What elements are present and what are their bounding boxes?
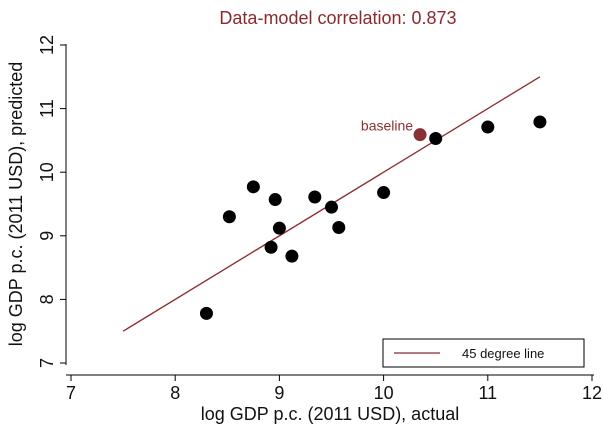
data-point bbox=[481, 120, 495, 134]
x-tick-label: 12 bbox=[582, 383, 602, 403]
data-point bbox=[268, 193, 282, 207]
data-point bbox=[222, 210, 236, 224]
legend-label-45-degree-line: 45 degree line bbox=[462, 346, 544, 361]
y-axis-title: log GDP p.c. (2011 USD), predicted bbox=[6, 62, 26, 346]
x-tick-label: 9 bbox=[274, 383, 284, 403]
chart-title: Data-model correlation: 0.873 bbox=[219, 8, 456, 28]
data-point bbox=[308, 190, 322, 204]
data-point bbox=[377, 186, 391, 200]
baseline-point bbox=[413, 128, 427, 142]
data-point bbox=[429, 131, 443, 145]
data-points bbox=[199, 115, 547, 320]
y-tick-label: 8 bbox=[37, 294, 57, 304]
data-point bbox=[533, 115, 547, 129]
x-tick-label: 7 bbox=[66, 383, 76, 403]
data-point bbox=[272, 221, 286, 235]
x-tick-label: 11 bbox=[478, 383, 497, 403]
x-axis-title: log GDP p.c. (2011 USD), actual bbox=[201, 404, 459, 424]
x-tick-label: 10 bbox=[374, 383, 394, 403]
data-point bbox=[325, 200, 338, 214]
x-axis-ticks: 7 8 9 10 11 12 bbox=[66, 375, 602, 403]
y-tick-label: 11 bbox=[37, 99, 57, 118]
data-point bbox=[246, 180, 260, 194]
y-tick-label: 7 bbox=[37, 358, 57, 368]
data-point bbox=[199, 306, 213, 320]
y-tick-label: 10 bbox=[37, 162, 57, 182]
data-point bbox=[285, 249, 299, 263]
y-tick-label: 9 bbox=[37, 231, 57, 241]
x-tick-label: 8 bbox=[170, 383, 180, 403]
data-point bbox=[264, 240, 278, 254]
y-tick-label: 12 bbox=[37, 35, 57, 55]
data-point bbox=[332, 221, 346, 235]
baseline-label: baseline bbox=[361, 118, 413, 134]
legend: 45 degree line bbox=[382, 338, 585, 368]
y-axis-ticks: 7 8 9 10 11 12 bbox=[37, 35, 66, 368]
